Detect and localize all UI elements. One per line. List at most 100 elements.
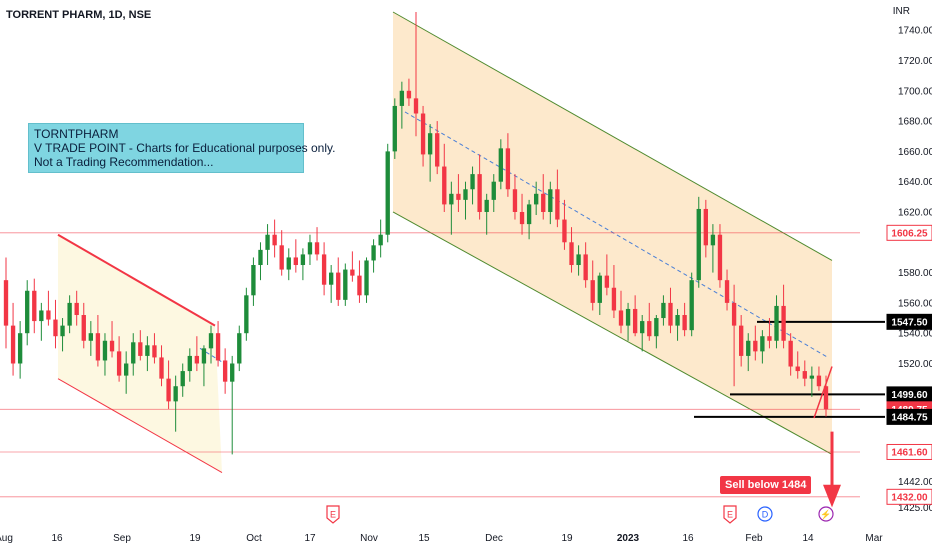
price-label-text: 1461.60 (891, 447, 928, 458)
candle-3 (17, 321, 23, 379)
candle-37 (258, 242, 263, 281)
annotation-note[interactable]: TORNTPHARM V TRADE POINT - Charts for Ed… (28, 123, 335, 173)
candle-112 (788, 333, 793, 376)
candle-body (647, 321, 652, 337)
time-tick-1: Aug (0, 533, 13, 544)
candle-29 (201, 345, 207, 387)
candle-body (406, 90, 412, 99)
candle-69 (484, 193, 489, 235)
price-label-box (886, 224, 932, 241)
candle-body (385, 151, 390, 235)
event-marker-2: E (723, 505, 737, 524)
candle-58 (406, 78, 412, 106)
candle-body (336, 272, 341, 300)
time-tick-14: 14 (802, 533, 814, 544)
price-label-box (886, 488, 932, 505)
candle-4 (25, 280, 30, 346)
candle-97 (682, 302, 687, 337)
event-marker-letter: E (330, 510, 336, 520)
candle-52 (364, 257, 369, 303)
candle-106 (746, 333, 751, 372)
candle-91 (640, 315, 645, 352)
candle-body (364, 260, 369, 296)
candle-body (343, 269, 348, 300)
candle-body (555, 189, 560, 220)
note-line-3: Not a Trading Recommendation... (34, 155, 214, 169)
candle-28 (194, 336, 200, 372)
candle-body (632, 308, 638, 334)
candle-body (222, 360, 228, 382)
candle-body (25, 290, 30, 334)
candle-104 (731, 284, 737, 387)
candle-26 (180, 363, 185, 397)
price-label-box (886, 313, 932, 330)
dividend-icon (757, 506, 773, 522)
candles[interactable] (3, 12, 829, 455)
event-marker-letter: E (727, 510, 733, 520)
candle-body (505, 148, 511, 190)
price-tick-10: 1540.00 (898, 329, 932, 340)
price-label-text: 1484.75 (891, 412, 928, 423)
candle-body (230, 363, 235, 382)
candle-53 (371, 239, 376, 273)
candle-18 (123, 351, 129, 394)
channel-midline (404, 111, 829, 358)
candle-61 (427, 124, 433, 182)
candle-body (237, 333, 242, 364)
candle-body (526, 204, 532, 225)
candle-80 (562, 199, 567, 250)
candle-body (781, 305, 786, 341)
candle-45 (314, 227, 320, 261)
candle-103 (724, 269, 730, 311)
candle-body (321, 254, 327, 285)
candle-body (350, 269, 355, 276)
candle-body (710, 234, 716, 246)
candle-body (159, 357, 164, 379)
candle-body (60, 325, 65, 337)
candle-24 (166, 360, 171, 409)
candle-47 (328, 265, 334, 303)
candle-55 (385, 143, 390, 243)
candle-72 (505, 133, 511, 197)
candle-body (668, 302, 673, 326)
currency-label: INR (892, 6, 910, 17)
candle-body (244, 295, 249, 334)
time-tick-6: 17 (304, 533, 316, 544)
candle-64 (449, 181, 454, 235)
candle-20 (138, 330, 143, 361)
candle-body (512, 189, 518, 212)
candle-body (696, 208, 701, 281)
candle-body (307, 242, 313, 255)
candle-65 (456, 174, 461, 212)
candle-10 (67, 295, 72, 334)
candle-1 (3, 257, 9, 349)
price-label-6: 1461.60 (886, 443, 932, 460)
candle-73 (512, 174, 518, 220)
candle-body (689, 280, 694, 331)
candle-body (251, 265, 256, 296)
price-axis: 1740.00 1720.00 1700.00 1680.00 1660.00 1640.… (886, 26, 932, 514)
candle-50 (350, 251, 355, 282)
price-label-5: 1484.75 (886, 408, 932, 425)
candle-96 (675, 308, 680, 341)
symbol-title[interactable]: TORRENT PHARM, 1D, NSE (6, 9, 152, 21)
candle-22 (152, 333, 157, 364)
candle-71 (498, 139, 504, 190)
channel-upper-line-1 (57, 233, 216, 327)
candle-body (583, 254, 588, 281)
candle-105 (738, 315, 744, 367)
candle-77 (541, 174, 546, 220)
candle-body (427, 133, 433, 155)
candle-body (3, 280, 9, 326)
candle-body (435, 133, 440, 167)
candle-body (533, 193, 539, 205)
candle-93 (654, 315, 659, 349)
candle-111 (781, 284, 786, 349)
candle-12 (81, 302, 86, 349)
price-tick-11: 1520.00 (898, 359, 932, 370)
candle-90 (632, 295, 638, 337)
time-axis: Aug 16 Sep 19 Oct 17 Nov 15 Dec 19 2023 16 Feb 14 Mar (0, 533, 883, 544)
price-tick-3: 1700.00 (898, 86, 932, 97)
candle-body (123, 363, 129, 376)
